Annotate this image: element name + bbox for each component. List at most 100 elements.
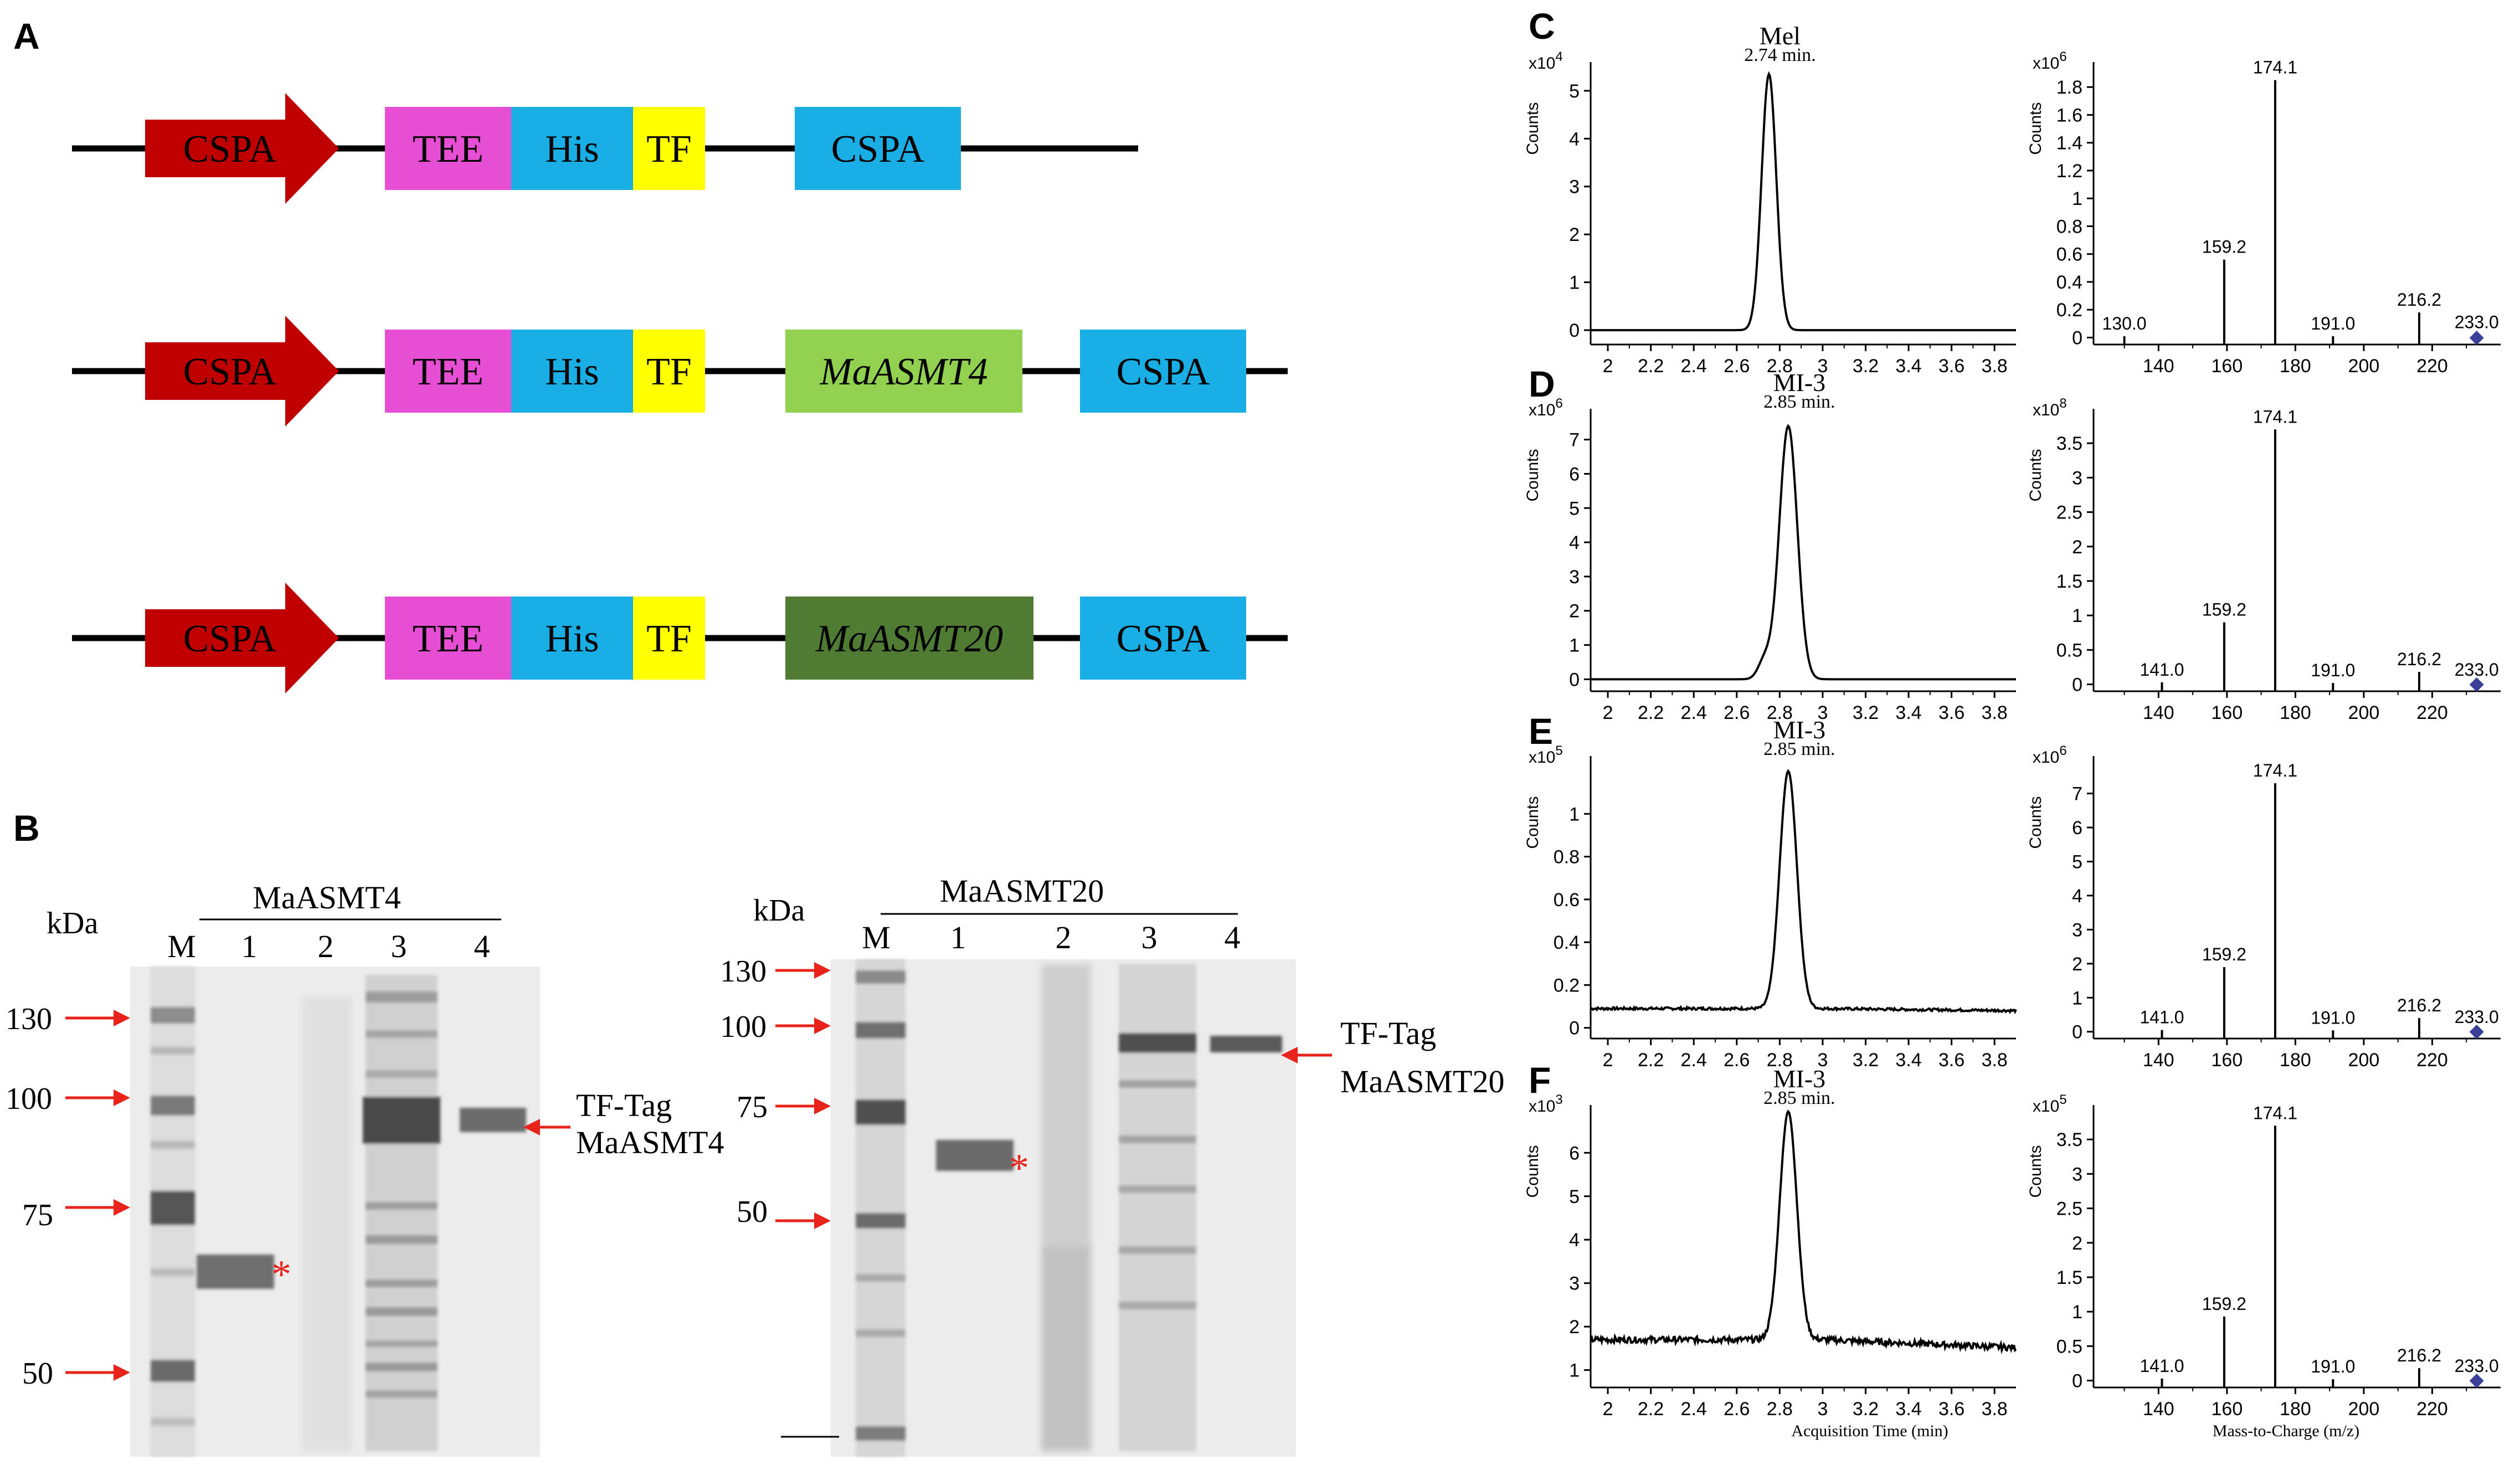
chromatogram-trace [1591, 424, 2016, 681]
scale-base: x10 [2033, 1097, 2059, 1116]
x-tick-label: 2.8 [1767, 1399, 1793, 1420]
row-panel-e: E 0 0.2 0.4 0.6 0.8 1 2 2.2 2.4 2.6 2.8 3 3.2 3.4 3.6 3.… [1524, 711, 2501, 1071]
y-tick-label: 1.4 [2056, 133, 2082, 154]
x-tick-label: 220 [2416, 1050, 2448, 1071]
cspa-terminator-box: CSPA [795, 107, 961, 190]
x-tick-label: 3.8 [1982, 356, 2008, 377]
lane-3-lysate [1119, 964, 1196, 1451]
x-tick-label: 180 [2280, 702, 2311, 723]
panel-letter-b: B [13, 808, 40, 849]
scale-exponent: 8 [2059, 396, 2066, 411]
ms-peak-label: 191.0 [2311, 660, 2355, 680]
scale-label: x106 [1529, 396, 1563, 419]
chromatogram-trace [1591, 71, 2016, 332]
ms-peak-label: 130.0 [2102, 313, 2147, 333]
x-tick-label: 2.8 [1767, 356, 1793, 377]
chromatogram: 0 0.2 0.4 0.6 0.8 1 2 2.2 2.4 2.6 2.8 3 3.2 3.4 3.6 3.8… [1524, 716, 2017, 1071]
ms-peak-label: 174.1 [2253, 1103, 2297, 1123]
band-label-line1: TF-Tag [1340, 1015, 1436, 1051]
x-tick-label: 3.2 [1853, 1399, 1879, 1420]
marker-label-130: 130 [720, 954, 767, 989]
star-marker: * [271, 1252, 291, 1297]
band-label-line2: MaASMT20 [1340, 1063, 1504, 1099]
element-label: His [545, 128, 599, 171]
y-tick-label: 0 [2072, 675, 2082, 696]
y-tick-label: 0.8 [1554, 847, 1580, 868]
element-label: His [545, 351, 599, 393]
y-tick-label: 1 [2072, 1302, 2082, 1323]
y-tick-label: 1.6 [2056, 105, 2082, 126]
gene-maasmt20-box: MaASMT20 [785, 597, 1033, 680]
scale-exponent: 4 [1555, 49, 1562, 64]
ms-peak-label: 216.2 [2397, 1345, 2441, 1365]
promoter-cspa: CSPA [145, 316, 339, 426]
y-tick-label: 1 [1569, 273, 1580, 294]
scale-label: x106 [2033, 49, 2067, 73]
tee-box: TEE [385, 330, 511, 413]
x-tick-label: 2.4 [1681, 702, 1707, 723]
y-tick-label: 1 [2072, 605, 2082, 626]
element-label: TEE [413, 351, 484, 393]
y-tick-label: 0.5 [2056, 640, 2082, 661]
x-tick-label: 200 [2348, 356, 2380, 377]
construct-2: CSPA TEE His TF MaASMT4 CSPA [72, 316, 1288, 426]
tf-box: TF [633, 597, 705, 680]
panel-letter-a: A [13, 16, 40, 56]
y-tick-label: 6 [2072, 818, 2082, 839]
x-tick-label: 160 [2212, 356, 2243, 377]
ms-peak-label: 174.1 [2253, 58, 2297, 78]
x-tick-label: 2.4 [1681, 1399, 1707, 1420]
panel-letter: D [1529, 363, 1555, 404]
tee-box: TEE [385, 597, 511, 680]
peak-compound-label: MI-3 [1773, 1065, 1826, 1093]
ms-peak-label: 141.0 [2140, 660, 2184, 680]
y-tick-label: 1.8 [2056, 77, 2082, 98]
y-tick-label: 3.5 [2056, 433, 2082, 454]
y-tick-label: 0.4 [1554, 932, 1580, 953]
precursor-diamond-marker [2469, 677, 2484, 692]
gel-maasmt20: MaASMT20 kDa M 1 2 3 4 [720, 873, 1504, 1457]
y-tick-label: 2 [2072, 954, 2082, 975]
scale-exponent: 6 [2059, 49, 2066, 64]
marker-ladder [856, 959, 906, 1457]
chromatogram-trace [1590, 769, 2017, 1014]
x-tick-label: 2.6 [1724, 1399, 1750, 1420]
y-tick-label: 1 [1569, 804, 1580, 825]
y-axis-title: Counts [1524, 102, 1542, 155]
y-tick-label: 4 [2072, 886, 2082, 907]
x-tick-label: 3.4 [1895, 702, 1921, 723]
kda-label: kDa [753, 893, 805, 928]
lane-label-m: M [167, 928, 196, 964]
marker-label-50: 50 [22, 1356, 53, 1391]
x-tick-label: 3.4 [1895, 356, 1921, 377]
x-tick-label: 3.2 [1853, 1050, 1879, 1071]
y-tick-label: 1.5 [2056, 571, 2082, 592]
x-tick-label: 2.4 [1681, 1050, 1707, 1071]
y-tick-label: 0.2 [1554, 975, 1580, 996]
y-tick-label: 3.5 [2056, 1129, 2082, 1150]
ms-peak-label: 216.2 [2397, 290, 2441, 310]
element-label: His [545, 618, 599, 660]
mass-spectrum: 0 0.5 1 1.5 2 2.5 3 3.5 140 160 180 200 220 x108 Count… [2027, 396, 2501, 723]
promoter-cspa: CSPA [145, 93, 339, 204]
ms-peak-label: 191.0 [2311, 313, 2355, 333]
peak-compound-label: Mel [1760, 22, 1801, 50]
y-tick-label: 7 [1569, 430, 1580, 451]
y-tick-label: 2.5 [2056, 1199, 2082, 1220]
mass-spectrum: 0 0.5 1 1.5 2 2.5 3 3.5 140 160 180 200 220 x105 Count… [2027, 1092, 2501, 1440]
lane-label-m: M [862, 919, 891, 955]
element-label: TF [646, 351, 692, 393]
x-tick-label: 2.6 [1724, 356, 1750, 377]
y-tick-label: 5 [1569, 1186, 1580, 1207]
kda-label: kDa [47, 906, 98, 940]
x-tick-label: 220 [2416, 1399, 2448, 1420]
scale-exponent: 6 [1555, 396, 1562, 411]
y-tick-label: 4 [1569, 532, 1580, 553]
promoter-cspa: CSPA [145, 583, 339, 693]
x-tick-label: 3.6 [1938, 702, 1964, 723]
y-tick-label: 5 [1569, 81, 1580, 102]
precursor-diamond-marker [2469, 1374, 2484, 1388]
ms-peak-label: 216.2 [2397, 995, 2441, 1015]
construct-3: CSPA TEE His TF MaASMT20 CSPA [72, 583, 1288, 693]
